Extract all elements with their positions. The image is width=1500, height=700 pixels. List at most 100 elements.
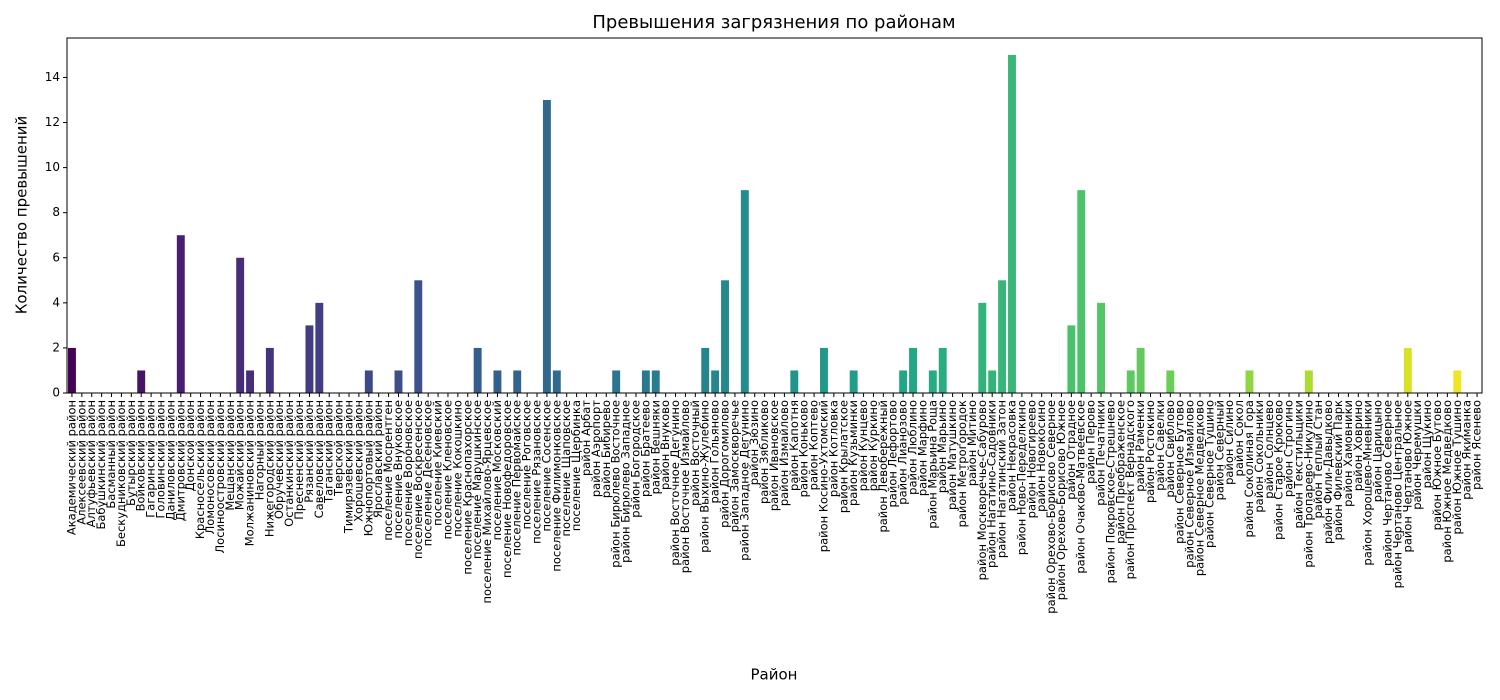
- bar: [265, 347, 274, 393]
- x-tick-label: район Западное Дегунино: [737, 400, 751, 561]
- x-tick-label: район Покровское-Стрешнево: [1103, 400, 1117, 583]
- bar: [1097, 302, 1105, 393]
- x-tick-label: Головинский район: [154, 400, 168, 518]
- x-tick-label: район Измайлово: [777, 400, 791, 506]
- x-tick-label: Нижегородский район: [262, 400, 276, 537]
- y-tick-label: 12: [45, 115, 60, 129]
- x-tick-label: район Теплый Стан: [1311, 400, 1325, 519]
- bar: [315, 302, 324, 393]
- x-tick-label: район Некрасовка: [1004, 400, 1018, 511]
- bar: [938, 347, 947, 393]
- bar: [137, 370, 146, 393]
- x-tick-label: район Южное Медведково: [1440, 400, 1454, 563]
- chart-title: Превышения загрязнения по районам: [592, 12, 955, 33]
- bar: [1136, 347, 1145, 393]
- x-tick-label: район Москворечье-Сабурово: [975, 400, 989, 580]
- x-tick-label: Бескудниковский район: [114, 400, 128, 547]
- x-tick-label: район Раменки: [1133, 400, 1147, 492]
- x-tick-label: район Сокол: [1232, 400, 1246, 476]
- bar: [790, 370, 799, 393]
- y-tick-label: 8: [52, 205, 60, 219]
- plot-frame: [66, 37, 1483, 394]
- x-tick-label: район Косино-Ухтомский: [816, 400, 830, 552]
- x-tick-label: район Орехово-Борисово Южное: [1054, 400, 1068, 600]
- x-tick-label: поселение Кленовское: [440, 400, 454, 539]
- x-tick-label: поселение Воскресенское: [411, 400, 425, 559]
- x-tick-label: район Марьино: [935, 400, 949, 493]
- x-tick-label: Бутырский район: [124, 400, 138, 506]
- x-tick-label: поселение Десеновское: [421, 400, 435, 546]
- x-tick-label: район Зюзино: [747, 400, 761, 485]
- x-tick-label: Ломоносовский район: [203, 400, 217, 534]
- x-tick-label: поселение Первомайское: [510, 400, 524, 556]
- x-tick-label: поселение Роговское: [520, 400, 534, 529]
- x-tick-label: район Левобережный: [876, 400, 890, 533]
- x-tick-label: Красносельский район: [193, 400, 207, 539]
- x-tick-label: район Черемушки: [1410, 400, 1424, 510]
- x-tick-label: Останкинский район: [282, 400, 296, 527]
- bar: [176, 235, 185, 393]
- x-tick-label: район Куркино: [866, 400, 880, 491]
- x-tick-label: район Савелки: [1153, 400, 1167, 491]
- x-tick-label: район Чертаново Южное: [1400, 400, 1414, 552]
- x-tick-label: район Проспект Вернадского: [1123, 400, 1137, 579]
- bar: [236, 257, 245, 393]
- x-tick-label: Можайский район: [233, 400, 247, 510]
- bar: [740, 190, 749, 393]
- bar: [305, 325, 314, 393]
- x-tick-label: район Очаково-Матвеевское: [1074, 400, 1088, 574]
- x-tick-label: район Братеево: [638, 400, 652, 497]
- x-tick-label: район Коньково: [797, 400, 811, 497]
- bar: [1166, 370, 1175, 393]
- x-tick-label: район Восточное Измайлово: [678, 400, 692, 573]
- x-tick-label: Академический район: [64, 400, 78, 535]
- x-tick-label: район Лианозово: [896, 400, 910, 505]
- x-tick-label: район Северное Тушино: [1202, 400, 1216, 548]
- bar: [1126, 370, 1135, 393]
- y-tick-label: 10: [45, 160, 60, 174]
- x-tick-label: Обручевский район: [272, 400, 286, 519]
- bar: [473, 347, 482, 393]
- bar: [928, 370, 937, 393]
- x-tick-label: район Дорогомилово: [718, 400, 732, 528]
- x-tick-label: район Южное Бутово: [1430, 400, 1444, 530]
- bar: [1304, 370, 1313, 393]
- x-tick-label: район Бирюлево Восточное: [609, 400, 623, 568]
- x-tick-label: Рязанский район: [302, 400, 316, 503]
- x-tick-label: район Чертаново Центральное: [1390, 400, 1404, 588]
- x-tick-label: район Строгино: [1282, 400, 1296, 497]
- x-tick-label: район Замоскворечье: [727, 400, 741, 532]
- bar: [493, 370, 502, 393]
- x-tick-label: поселение Новофедоровское: [500, 400, 514, 578]
- bar: [711, 370, 720, 393]
- x-tick-label: Донской район: [183, 400, 197, 491]
- x-tick-label: Савеловский район: [312, 400, 326, 518]
- x-tick-label: район Якиманка: [1460, 400, 1474, 500]
- x-tick-label: Южнопортовый район: [361, 400, 375, 536]
- bar: [364, 370, 373, 393]
- x-tick-label: район Ховрино: [1351, 400, 1365, 491]
- bar: [67, 347, 76, 393]
- x-tick-label: район Тропарево-Никулино: [1301, 400, 1315, 568]
- bar: [988, 370, 997, 393]
- x-tick-label: район Ясенево: [1470, 400, 1484, 490]
- x-tick-label: район Лефортово: [886, 400, 900, 507]
- x-tick-label: район Кузьминки: [846, 400, 860, 506]
- x-tick-label: Ярославский район: [371, 400, 385, 518]
- x-tick-label: Хорошевский район: [351, 400, 365, 522]
- x-tick-label: Таганский район: [322, 400, 336, 504]
- x-tick-label: район Преображенское: [1113, 400, 1127, 544]
- x-tick-label: район Южное Тушино: [1450, 400, 1464, 534]
- bar: [701, 347, 710, 393]
- bar: [513, 370, 522, 393]
- x-tick-label: поселение Щербинка: [569, 400, 583, 531]
- x-tick-label: Войковский район: [134, 400, 148, 511]
- x-tick-label: поселение Кокошкино: [450, 400, 464, 537]
- x-tick-label: район Чертаново Северное: [1380, 400, 1394, 566]
- x-tick-label: район Зябликово: [757, 400, 771, 504]
- x-tick-label: район Филевский Парк: [1331, 400, 1345, 540]
- bar: [820, 347, 828, 393]
- x-tick-label: Тверской район: [332, 400, 346, 497]
- x-tick-label: район Текстильщики: [1291, 400, 1305, 528]
